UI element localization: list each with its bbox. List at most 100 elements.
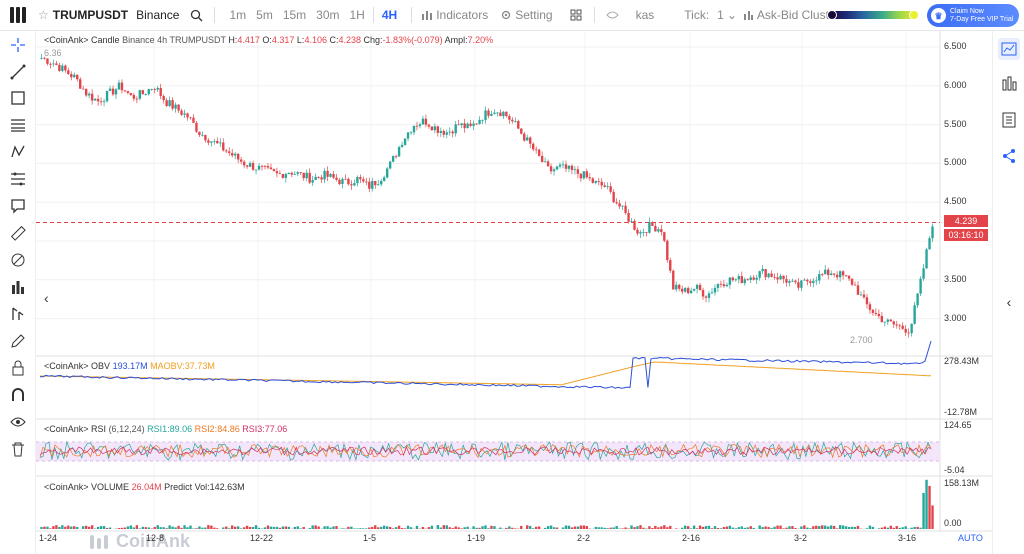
volume-bar [657,527,660,529]
pencil-icon[interactable] [9,332,27,350]
favorite-star-icon[interactable]: ☆ [38,8,49,22]
trend-line-icon[interactable] [9,63,27,81]
volume-bar [514,528,517,529]
crosshair-icon[interactable] [9,36,27,54]
brush-icon[interactable] [9,251,27,269]
volume-bar [430,525,434,529]
interval-1h[interactable]: 1H [349,8,365,22]
interval-5m[interactable]: 5m [256,8,273,22]
text-note-icon[interactable] [9,197,27,215]
volume-bar [326,526,329,529]
volume-bar [534,526,538,529]
auto-scale-button[interactable]: AUTO [958,533,983,543]
ruler-icon[interactable] [9,224,27,242]
pattern-icon[interactable] [9,143,27,161]
divider [214,7,216,23]
interval-15m[interactable]: 15m [282,8,307,22]
volume-bar [552,527,556,529]
tick-selector[interactable]: 1 ⌄ [717,8,737,22]
candle-body [600,181,603,186]
chart-view-icon[interactable] [998,38,1020,60]
watermark-logo-icon [90,534,108,549]
candle-body [657,229,660,232]
candle-body [892,321,895,325]
candle-body [82,88,85,90]
volume-bar [776,525,779,529]
obv-axis-tick: -12.78M [944,407,978,417]
heatmap-gradient-slider[interactable] [827,10,919,20]
volume-bar [82,526,85,529]
interval-4h[interactable]: 4H [381,8,398,22]
share-icon[interactable] [1000,147,1018,165]
trash-icon[interactable] [9,440,27,458]
candle-body [49,63,52,65]
candle-body [165,100,168,106]
bar-chart-icon[interactable] [9,278,27,296]
volume-bar [442,525,445,529]
interval-30m[interactable]: 30m [316,8,340,22]
candle-body [844,275,848,277]
lock-icon[interactable] [9,359,27,377]
volume-bar [99,526,103,529]
layout-grid-icon[interactable] [567,6,585,24]
symbol-name[interactable]: TRUMPUSDT [52,8,129,22]
horizontal-lines-icon[interactable] [9,116,27,134]
exchange-name[interactable]: Binance [136,8,180,22]
volume-bar [555,527,559,529]
volume-bar [871,526,875,529]
candle-body [93,98,97,101]
candle-body [64,65,67,71]
interval-1m[interactable]: 1m [229,8,247,22]
obv-name[interactable]: <CoinAnk> OBV [44,361,111,371]
search-icon[interactable] [187,6,205,24]
volume-bar [427,527,431,529]
vip-trial-button[interactable]: ♛ Claim Now 7-Day Free VIP Trial [927,4,1019,27]
slider-handle-left[interactable] [827,10,837,20]
candle-body [827,269,830,276]
rsi-name[interactable]: <CoinAnk> RSI [44,424,107,434]
fib-icon[interactable] [9,170,27,188]
volume-name[interactable]: <CoinAnk> VOLUME [44,482,130,492]
eye-off-icon[interactable] [604,6,622,24]
volume-bar [216,528,219,529]
chart-canvas[interactable] [36,31,992,554]
measure-icon[interactable] [9,305,27,323]
candle-body [779,275,782,280]
volume-bar [529,525,532,529]
candle-body [728,277,732,285]
candle-body [534,149,538,151]
candle-body [73,74,76,78]
slider-handle-right[interactable] [909,10,919,20]
candle-body [856,285,860,295]
list-icon[interactable] [1000,111,1018,129]
volume-bar [791,526,794,529]
candle-body [299,172,302,174]
kas-selector[interactable]: kas [635,8,655,22]
volume-bar [451,528,454,529]
volume-bar [731,527,735,529]
scroll-left-chevron-icon[interactable]: ‹ [44,290,49,306]
volume-bar [931,505,934,529]
tick-label: Tick: [684,8,710,22]
rectangle-icon[interactable] [9,89,27,107]
candle-body [388,161,392,169]
depth-bars-icon[interactable] [1000,74,1018,92]
chart-area[interactable]: <CoinAnk> Candle Binance 4h TRUMPUSDT H:… [36,31,992,554]
setting-button[interactable]: Setting [500,8,553,22]
candle-body [901,325,904,329]
collapse-right-chevron-icon[interactable]: ‹ [1006,294,1012,310]
candle-body [642,232,645,233]
main-indicator-name[interactable]: <CoinAnk> Candle [44,35,120,45]
magnet-icon[interactable] [9,386,27,404]
candle-body [219,142,222,144]
candle-body [380,180,383,185]
indicators-button[interactable]: Indicators [421,8,488,22]
candle-body [368,181,371,189]
volume-bar [752,527,755,529]
eye-icon[interactable] [9,413,27,431]
candle-body [591,178,594,183]
volume-bar [722,527,726,529]
volume-bar [448,527,451,529]
candle-body [105,90,109,102]
volume-bar [162,527,165,529]
